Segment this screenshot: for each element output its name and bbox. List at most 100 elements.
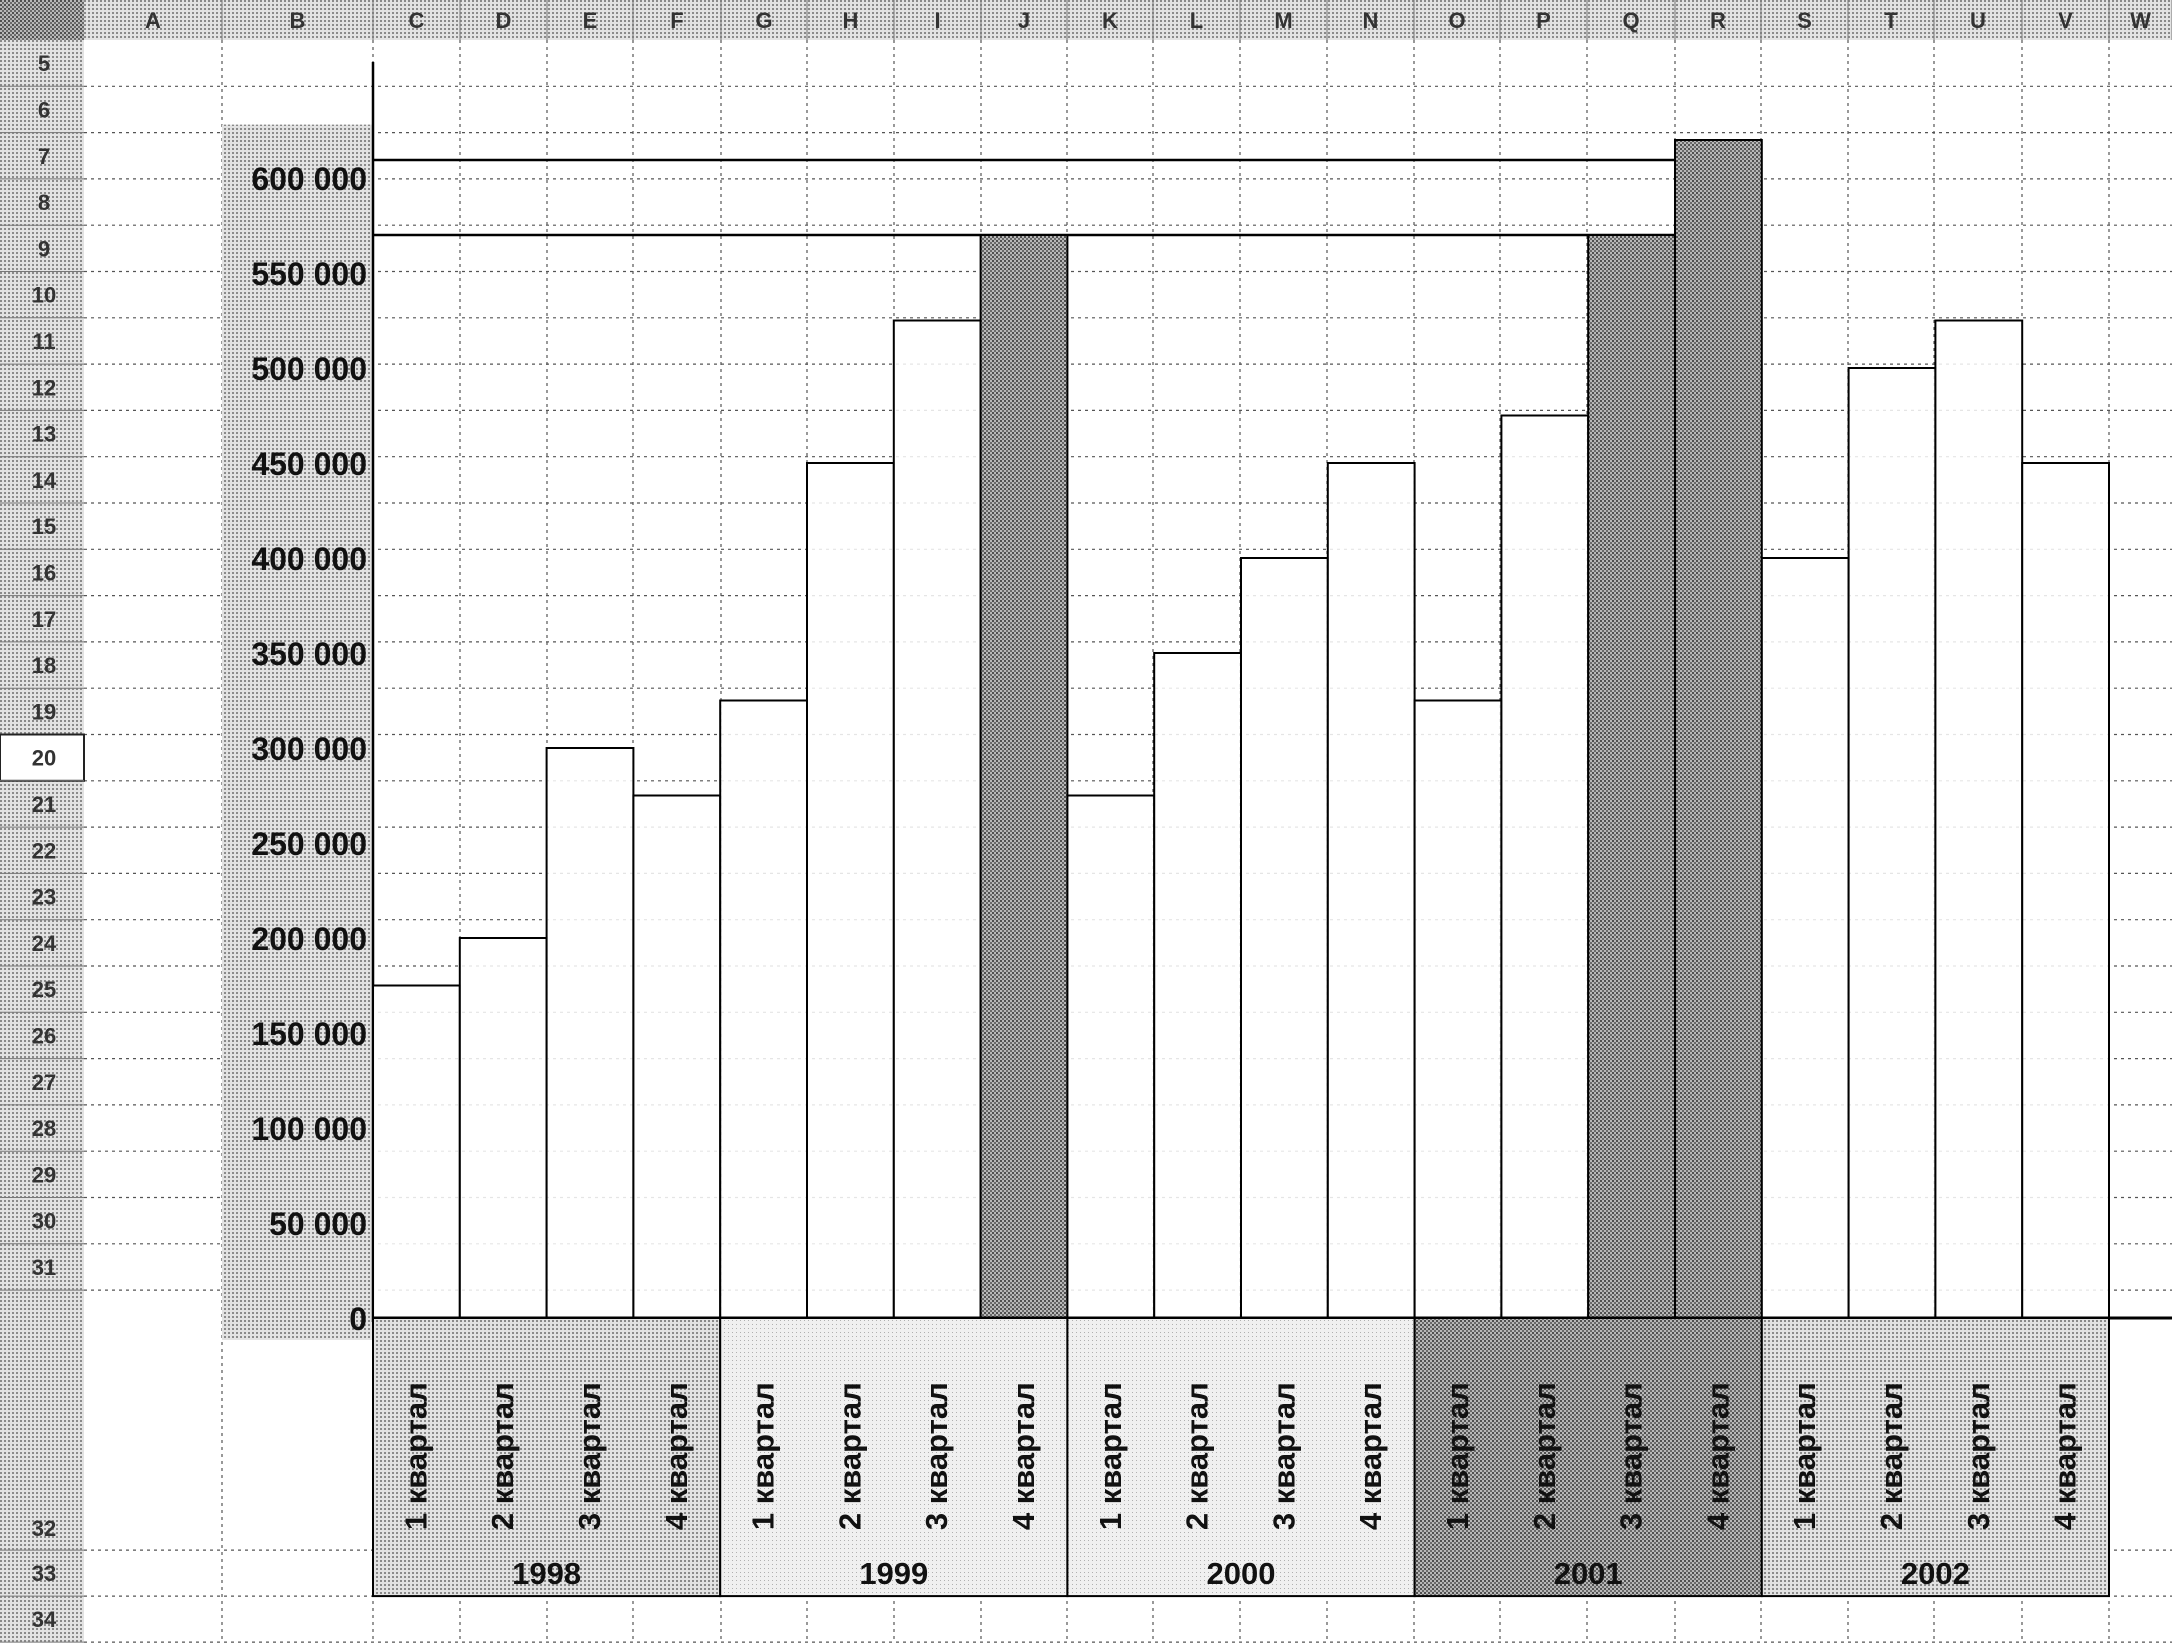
column-header-bar <box>0 0 2172 40</box>
column-header-label: K <box>1102 8 1118 33</box>
row-header-7[interactable]: 7 <box>0 144 84 180</box>
year-group-1998: 1998 <box>372 1317 722 1598</box>
column-header-label: U <box>1970 8 1986 33</box>
bar-3 <box>545 747 635 1319</box>
year-group-background <box>1066 1317 1416 1598</box>
column-header-G[interactable]: G <box>755 0 808 40</box>
category-label: 3 квартал <box>1961 1382 1996 1530</box>
column-header-M[interactable]: M <box>1274 0 1328 40</box>
row-header-16[interactable]: 16 <box>0 560 84 597</box>
row-header-label: 5 <box>38 51 50 76</box>
column-header-C[interactable]: C <box>409 0 461 40</box>
row-header-26[interactable]: 26 <box>0 1023 84 1060</box>
column-header-V[interactable]: V <box>2058 0 2110 40</box>
row-header-label: 32 <box>32 1516 56 1541</box>
column-header-label: E <box>583 8 598 33</box>
column-header-K[interactable]: K <box>1102 0 1154 40</box>
row-header-30[interactable]: 30 <box>0 1209 84 1245</box>
row-header-27[interactable]: 27 <box>0 1070 84 1106</box>
y-tick-label: 200 000 <box>251 921 367 957</box>
column-header-E[interactable]: E <box>583 0 634 40</box>
row-header-13[interactable]: 13 <box>0 422 84 458</box>
column-header-Q[interactable]: Q <box>1622 0 1676 40</box>
year-group-1999: 1999 <box>719 1317 1069 1598</box>
row-header-8[interactable]: 8 <box>0 190 84 226</box>
row-header-label: 6 <box>38 97 50 122</box>
row-header-24[interactable]: 24 <box>0 931 84 967</box>
column-header-S[interactable]: S <box>1797 0 1849 40</box>
column-header-W[interactable]: W <box>2130 0 2172 40</box>
year-group-background <box>1760 1317 2111 1598</box>
bar-18 <box>1847 367 1937 1319</box>
column-header-A[interactable]: A <box>145 0 223 40</box>
row-header-22[interactable]: 22 <box>0 838 84 874</box>
row-header-label: 8 <box>38 190 50 215</box>
row-header-label: 9 <box>38 236 50 261</box>
column-header-L[interactable]: L <box>1190 0 1241 40</box>
column-header-O[interactable]: O <box>1448 0 1501 40</box>
row-header-6[interactable]: 6 <box>0 97 84 134</box>
row-header-10[interactable]: 10 <box>0 283 84 319</box>
bar-6 <box>806 462 895 1319</box>
row-header-label: 7 <box>38 144 50 169</box>
column-header-B[interactable]: B <box>290 0 374 40</box>
category-label: 2 квартал <box>1180 1382 1215 1530</box>
row-header-29[interactable]: 29 <box>0 1162 84 1198</box>
row-header-label: 30 <box>32 1209 56 1234</box>
bar-17 <box>1760 557 1850 1319</box>
row-header-17[interactable]: 17 <box>0 607 84 643</box>
select-all-corner[interactable] <box>0 0 84 40</box>
row-header-5[interactable]: 5 <box>0 51 84 87</box>
row-header-12[interactable]: 12 <box>0 375 84 411</box>
category-label: 4 квартал <box>1006 1382 1041 1530</box>
column-header-F[interactable]: F <box>670 0 722 40</box>
row-header-32[interactable]: 32 <box>0 1516 84 1551</box>
y-tick-label: 550 000 <box>251 256 367 292</box>
y-tick-label: 600 000 <box>251 161 367 197</box>
column-header-P[interactable]: P <box>1536 0 1588 40</box>
column-header-H[interactable]: H <box>843 0 895 40</box>
bar-7 <box>892 319 982 1319</box>
row-header-33[interactable]: 33 <box>0 1561 84 1597</box>
column-header-N[interactable]: N <box>1363 0 1415 40</box>
row-header-label: 29 <box>32 1162 56 1187</box>
bar-19 <box>1934 319 2024 1319</box>
column-header-J[interactable]: J <box>1018 0 1068 40</box>
row-header-21[interactable]: 21 <box>0 792 84 828</box>
y-tick-label: 50 000 <box>269 1206 367 1242</box>
bar-9 <box>1066 794 1156 1319</box>
category-label: 3 квартал <box>1266 1382 1301 1530</box>
column-header-I[interactable]: I <box>934 0 982 40</box>
category-label: 4 квартал <box>2048 1382 2083 1530</box>
year-group-background <box>372 1317 722 1598</box>
row-header-label: 19 <box>32 699 56 724</box>
row-header-28[interactable]: 28 <box>0 1116 84 1152</box>
row-header-25[interactable]: 25 <box>0 977 84 1013</box>
category-label: 3 квартал <box>572 1382 607 1530</box>
row-header-34[interactable]: 34 <box>0 1607 84 1643</box>
row-header-20[interactable]: 20 <box>0 733 85 782</box>
row-header-23[interactable]: 23 <box>0 885 84 921</box>
category-axis: 1998 1999 2000 2001 2002 1 квартал 2 квартал 3 … <box>372 1317 2111 1598</box>
row-header-label: 31 <box>32 1255 56 1280</box>
column-header-label: R <box>1710 8 1726 33</box>
row-header-31[interactable]: 31 <box>0 1255 84 1291</box>
column-header-label: N <box>1363 8 1379 33</box>
row-header-15[interactable]: 15 <box>0 514 84 550</box>
column-header-U[interactable]: U <box>1970 0 2023 40</box>
column-header-T[interactable]: T <box>1884 0 1935 40</box>
y-axis-label-column <box>222 124 373 1341</box>
row-header-11[interactable]: 11 <box>0 329 84 365</box>
column-header-label: M <box>1274 8 1292 33</box>
row-header-14[interactable]: 14 <box>0 468 84 504</box>
year-group-2000: 2000 <box>1066 1317 1416 1598</box>
column-header-D[interactable]: D <box>496 0 548 40</box>
column-header-R[interactable]: R <box>1710 0 1762 40</box>
row-header-9[interactable]: 9 <box>0 236 84 272</box>
column-header-label: H <box>843 8 859 33</box>
row-header-18[interactable]: 18 <box>0 653 84 689</box>
year-group-2002: 2002 <box>1760 1317 2111 1598</box>
row-header-label: 33 <box>32 1561 56 1586</box>
category-label: 1 квартал <box>1787 1382 1822 1530</box>
